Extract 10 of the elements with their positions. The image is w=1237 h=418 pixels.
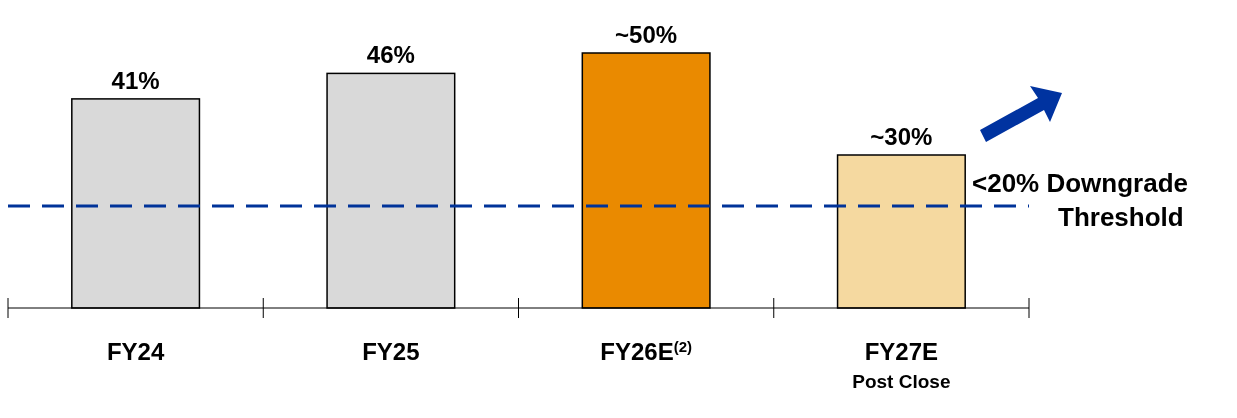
text: Post Close (852, 371, 951, 392)
x-tick-label: FY25 (362, 338, 420, 365)
ref-line-label: <20% Downgrade Threshold (972, 168, 1189, 232)
data-label: 41% (111, 66, 160, 94)
data-label: ~30% (870, 123, 933, 150)
x-tick-label: FY27E (864, 338, 939, 365)
data-label: ~50% (615, 21, 678, 48)
x-tick-label: FY26E$^{(2)}$ (600, 337, 692, 365)
data-label: 46% (366, 41, 415, 69)
x-tick-label: FY24 (106, 338, 165, 365)
